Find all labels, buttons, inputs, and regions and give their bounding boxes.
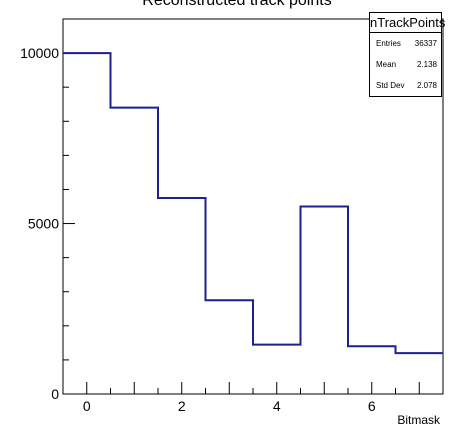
y-tick-label: 10000 <box>20 45 59 61</box>
chart-title: Reconstructed track points <box>142 0 332 9</box>
stats-row-entries: Entries 36337 <box>370 33 441 54</box>
stats-value: 36337 <box>414 39 437 48</box>
stats-title: nTrackPoints <box>370 13 445 33</box>
histogram-line <box>63 52 443 355</box>
stats-value: 2.078 <box>416 81 437 90</box>
stats-value: 2.138 <box>416 60 437 69</box>
stats-row-mean: Mean 2.138 <box>370 54 441 75</box>
stats-label: Mean <box>376 60 397 69</box>
x-axis-label: Bitmask <box>397 413 441 427</box>
stats-label: Entries <box>376 39 401 48</box>
axis-tick-labels: 0 2 4 6 0 5000 10000 <box>20 45 376 414</box>
stats-row-stddev: Std Dev 2.078 <box>370 75 441 96</box>
y-tick-label: 5000 <box>28 216 59 232</box>
x-tick-label: 0 <box>83 398 91 414</box>
x-tick-label: 4 <box>273 398 281 414</box>
x-tick-label: 2 <box>178 398 186 414</box>
x-tick-label: 6 <box>368 398 376 414</box>
y-tick-label: 0 <box>51 386 59 402</box>
stats-box: nTrackPoints Entries 36337 Mean 2.138 St… <box>369 12 445 97</box>
stats-label: Std Dev <box>376 81 405 90</box>
